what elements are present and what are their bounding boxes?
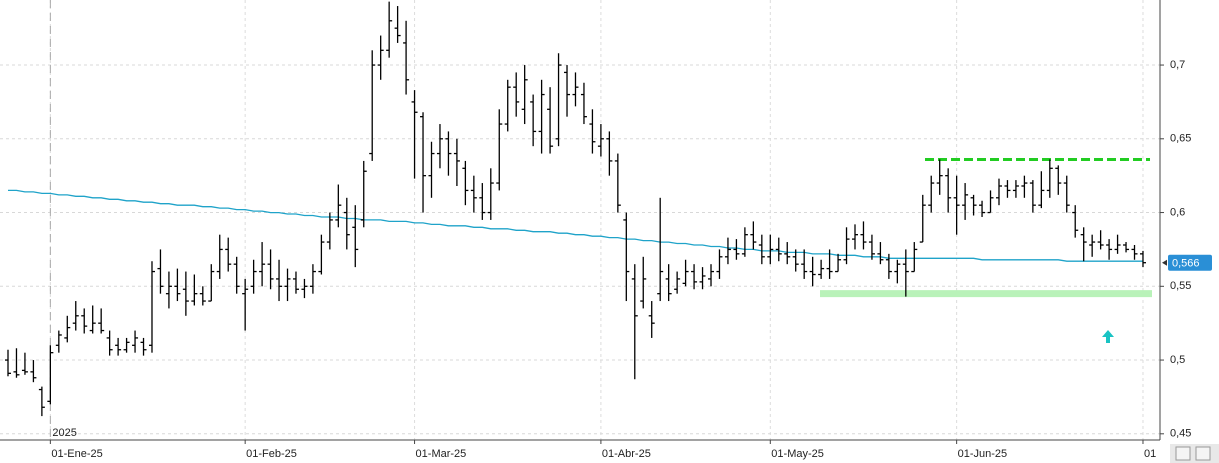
year-label: 2025 bbox=[52, 427, 76, 439]
y-tick-label: 0,45 bbox=[1170, 428, 1191, 440]
x-tick-label: 01-Abr-25 bbox=[602, 448, 651, 460]
last-price-label: 0,566 bbox=[1172, 258, 1200, 270]
x-tick-label: 01-Feb-25 bbox=[246, 448, 297, 460]
y-tick-label: 0,7 bbox=[1170, 59, 1185, 71]
toolbar-button[interactable] bbox=[1175, 446, 1191, 461]
y-tick-label: 0,55 bbox=[1170, 280, 1191, 292]
x-tick-label: 01-Jun-25 bbox=[958, 448, 1008, 460]
x-tick-label: 01-Ene-25 bbox=[51, 448, 102, 460]
last-price-pointer bbox=[1162, 259, 1167, 266]
toolbar-button[interactable] bbox=[1195, 446, 1211, 461]
last-price-box bbox=[1168, 254, 1212, 271]
y-tick-label: 0,5 bbox=[1170, 354, 1185, 366]
up-arrow bbox=[1102, 330, 1114, 343]
y-tick-label: 0,6 bbox=[1170, 206, 1185, 218]
y-tick-label: 0,65 bbox=[1170, 133, 1191, 145]
moving-average bbox=[8, 189, 1143, 262]
x-tick-label: 01-Mar-25 bbox=[416, 448, 467, 460]
x-tick-label: 01-May-25 bbox=[771, 448, 824, 460]
x-tick-label: 01 bbox=[1144, 448, 1156, 460]
